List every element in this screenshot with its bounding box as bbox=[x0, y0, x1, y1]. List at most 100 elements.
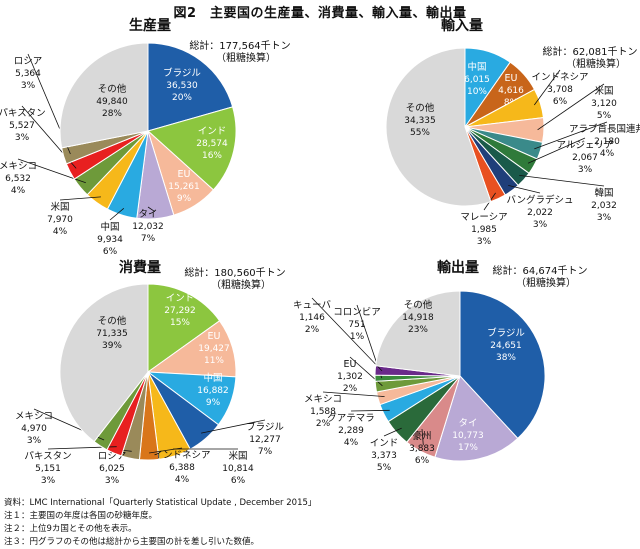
leader-line bbox=[527, 137, 586, 164]
chart-total: 総計：180,560千トン bbox=[184, 266, 285, 279]
leader-line bbox=[537, 83, 605, 131]
slice-label: EU bbox=[344, 359, 357, 370]
slice-value: 5,527 bbox=[9, 121, 35, 131]
slice-label: ロシア bbox=[98, 451, 127, 462]
slice-label: グアテマラ bbox=[327, 412, 375, 424]
slice-label: ロシア bbox=[14, 56, 43, 67]
slice-value: 7,970 bbox=[47, 215, 73, 225]
slice-label: その他 bbox=[98, 83, 127, 95]
slice-value: 27,292 bbox=[164, 306, 196, 316]
leader-line bbox=[533, 69, 561, 106]
slice-percent: 2% bbox=[316, 419, 331, 429]
slice-label: 中国 bbox=[100, 221, 119, 233]
note-3: 注３：円グラフのその他は総計から主要国の計を差し引いた数値。 bbox=[4, 537, 260, 547]
slice-value: 3,120 bbox=[591, 99, 617, 109]
slice-percent: 2% bbox=[343, 384, 358, 394]
slice-percent: 4% bbox=[344, 438, 359, 448]
leader-line bbox=[322, 391, 385, 397]
leader-line bbox=[508, 185, 541, 194]
pie-slice bbox=[434, 375, 519, 462]
slice-percent: 2% bbox=[305, 325, 320, 335]
slice-label: コロンビア bbox=[333, 307, 381, 318]
slice-percent: 4% bbox=[11, 186, 26, 196]
slice-label: 米国 bbox=[594, 85, 613, 97]
slice-value: 10,814 bbox=[222, 464, 254, 474]
leader-line bbox=[59, 196, 101, 201]
slice-value: 14,918 bbox=[402, 313, 434, 323]
slice-label: 豪州 bbox=[412, 430, 431, 442]
slice-value: 751 bbox=[348, 320, 365, 330]
slice-label: 中国 bbox=[203, 372, 222, 384]
slice-label: ブラジル bbox=[163, 67, 201, 79]
slice-label: キューバ bbox=[293, 300, 331, 311]
slice-value: 6,015 bbox=[464, 75, 490, 85]
slice-label: タイ bbox=[138, 209, 157, 220]
slice-value: 1,302 bbox=[337, 372, 363, 382]
slice-percent: 3% bbox=[21, 81, 36, 91]
slice-percent: 7% bbox=[258, 447, 273, 457]
slice-value: 3,373 bbox=[371, 451, 397, 461]
slice-label: 米国 bbox=[50, 201, 69, 213]
slice-percent: 9% bbox=[177, 194, 192, 204]
note-source: 資料：LMC International「Quarterly Statistic… bbox=[4, 498, 317, 508]
pie-chart-4: 輸出量 総計：64,674千トン（粗糖換算） ブラジル 24,651 38% タイ 10,7… bbox=[293, 259, 587, 473]
slice-label: インド bbox=[370, 438, 399, 449]
slice-value: 28,574 bbox=[196, 139, 228, 149]
chart-title: 生産量 bbox=[129, 17, 171, 34]
slice-percent: 3% bbox=[533, 220, 548, 230]
slice-label: 中国 bbox=[467, 61, 486, 73]
slice-value: 5,364 bbox=[15, 69, 41, 79]
slice-value: 2,032 bbox=[591, 201, 617, 211]
slice-label: その他 bbox=[406, 102, 435, 114]
slice-percent: 39% bbox=[102, 341, 122, 351]
slice-label: インドネシア bbox=[153, 450, 210, 461]
leader-line bbox=[149, 447, 183, 454]
pie-slice bbox=[59, 283, 149, 443]
leader-line bbox=[311, 297, 383, 372]
slice-label: メキシコ bbox=[304, 394, 342, 405]
slice-label: パキスタン bbox=[0, 108, 46, 119]
slice-value: 2,022 bbox=[527, 208, 553, 218]
slice-label: タイ bbox=[458, 418, 477, 429]
slice-label: アラブ首長国連邦 bbox=[569, 123, 640, 135]
slice-label: インドネシア bbox=[531, 72, 588, 83]
slice-value: 2,289 bbox=[338, 426, 364, 436]
pie-slice bbox=[459, 290, 546, 440]
pie-chart-2: 輸入量総計：62,081千トン（粗糖換算）中国6,01510%EU4,6168%… bbox=[385, 17, 640, 247]
slice-label: 米国 bbox=[228, 450, 247, 462]
slice-percent: 4% bbox=[600, 149, 615, 159]
chart-title: 輸出量 bbox=[437, 259, 479, 276]
leader-line bbox=[534, 121, 608, 150]
slice-label: EU bbox=[178, 169, 191, 180]
pie-slice bbox=[147, 283, 221, 373]
slice-percent: 6% bbox=[103, 247, 118, 257]
slice-percent: 5% bbox=[597, 111, 612, 121]
slice-label: メキシコ bbox=[0, 161, 37, 172]
chart-title: 輸入量 bbox=[441, 17, 483, 34]
pie-slice bbox=[385, 47, 492, 207]
slice-label: マレーシア bbox=[460, 212, 507, 223]
slice-value: 19,427 bbox=[198, 344, 230, 354]
pie-slice bbox=[59, 42, 149, 149]
slice-label: インド bbox=[198, 126, 227, 137]
slice-value: 9,934 bbox=[97, 235, 123, 245]
slice-percent: 3% bbox=[41, 476, 56, 486]
slice-value: 3,883 bbox=[409, 444, 435, 454]
pie-chart-3: 消費量 総計：180,560千トン（粗糖換算） インド 27,292 15% EU 19,4… bbox=[15, 259, 286, 486]
slice-label: ブラジル bbox=[246, 421, 284, 433]
slice-value: 2,067 bbox=[572, 153, 598, 163]
slice-value: 4,616 bbox=[498, 86, 524, 96]
slice-percent: 3% bbox=[27, 436, 42, 446]
slice-percent: 3% bbox=[15, 133, 30, 143]
notes: 資料：LMC International「Quarterly Statistic… bbox=[4, 497, 640, 549]
chart-total-unit: （粗糖換算） bbox=[566, 57, 626, 70]
chart-total-unit: （粗糖換算） bbox=[216, 51, 276, 64]
chart-total: 総計：64,674千トン bbox=[493, 264, 588, 277]
slice-percent: 16% bbox=[202, 151, 222, 161]
slice-value: 2,180 bbox=[594, 137, 620, 147]
chart-total-unit: （粗糖換算） bbox=[211, 278, 271, 291]
slice-percent: 5% bbox=[377, 463, 392, 473]
leader-line bbox=[383, 427, 402, 437]
slice-percent: 23% bbox=[408, 325, 428, 335]
